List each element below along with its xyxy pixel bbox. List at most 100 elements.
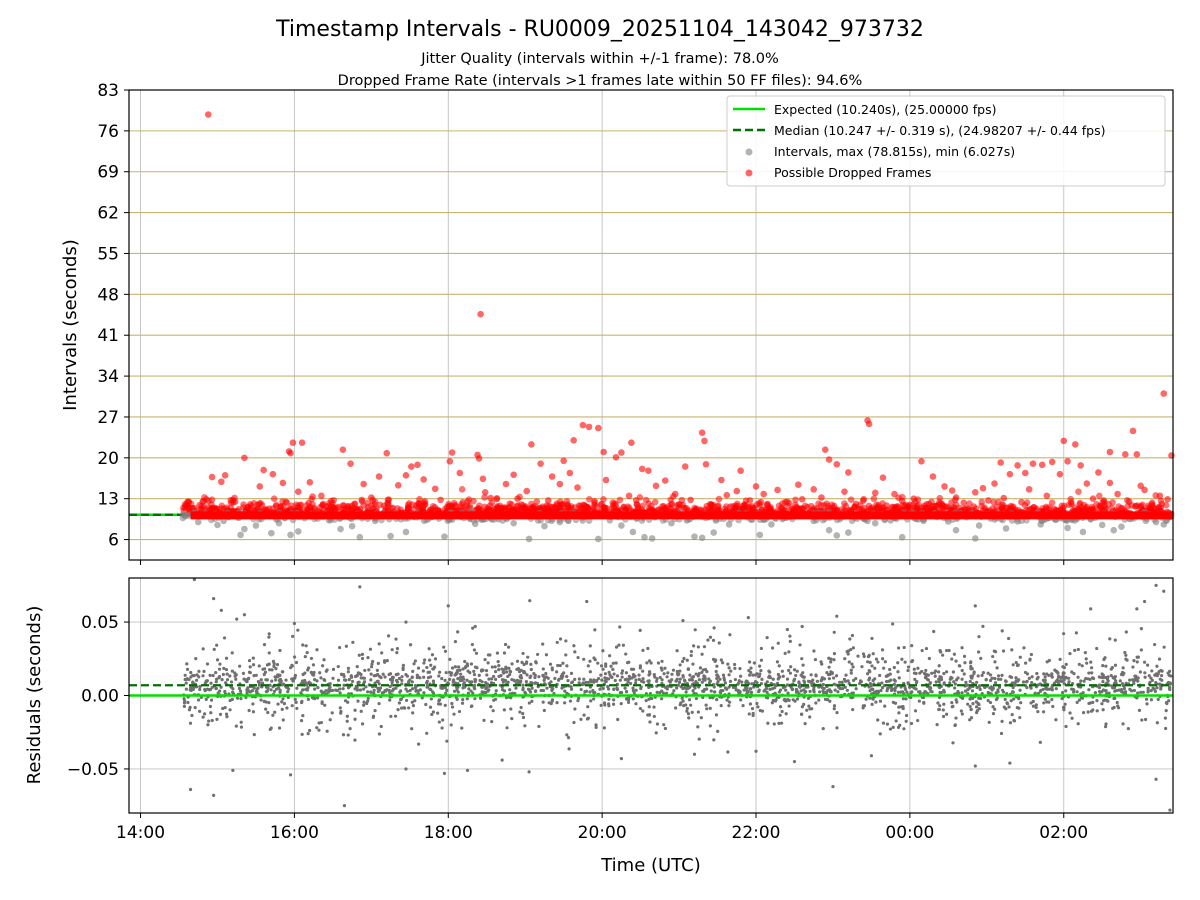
residuals-y-tick-label: 0.05: [81, 613, 119, 633]
residual-point: [655, 690, 659, 694]
residual-point: [469, 662, 474, 666]
residual-point: [491, 709, 495, 713]
residual-point: [463, 659, 467, 664]
residual-point: [323, 678, 327, 683]
residual-point: [604, 664, 608, 668]
dropped-frame-point: [201, 494, 208, 501]
residual-point: [939, 675, 943, 679]
residual-point: [1154, 777, 1158, 781]
residual-point: [1157, 669, 1161, 674]
residual-point: [714, 669, 718, 674]
residual-point: [1164, 726, 1168, 731]
residual-point: [868, 660, 872, 664]
residual-point: [876, 690, 881, 694]
residual-point: [777, 664, 781, 668]
residual-point: [832, 658, 836, 662]
residual-point: [537, 724, 541, 729]
residual-point: [246, 677, 250, 681]
residual-point: [677, 680, 682, 684]
residual-point: [293, 676, 297, 680]
intervals-axes-frame: [128, 89, 1174, 561]
residual-point: [1093, 691, 1098, 695]
residual-point: [549, 702, 553, 706]
residual-point: [786, 691, 790, 695]
dropped-frame-point: [481, 488, 489, 496]
dropped-frame-point: [1122, 451, 1129, 458]
chart-subtitle-jitter: Jitter Quality (intervals within +/-1 fr…: [420, 51, 779, 67]
residual-point: [1163, 716, 1167, 720]
residual-point: [400, 678, 404, 683]
legend-expected-label: Expected (10.240s), (25.00000 fps): [774, 102, 996, 117]
residual-point: [738, 666, 742, 671]
residual-point: [1084, 676, 1088, 681]
residual-point: [420, 696, 424, 700]
residual-point: [759, 668, 763, 673]
residual-point: [745, 688, 749, 692]
residual-point: [966, 702, 970, 706]
residual-point: [624, 690, 629, 694]
residual-point: [291, 634, 295, 639]
residuals-y-tick-label: −0.05: [67, 760, 119, 780]
residual-point: [1043, 681, 1047, 685]
dropped-frame-point: [446, 458, 454, 465]
residual-point: [270, 668, 274, 672]
residual-point: [1090, 666, 1094, 670]
residual-point: [625, 661, 630, 665]
residual-point: [527, 770, 531, 774]
residual-point: [256, 686, 260, 690]
residual-point: [404, 698, 409, 703]
residual-point: [1043, 697, 1047, 701]
residual-point: [904, 713, 909, 718]
residual-point: [827, 688, 832, 692]
residual-point: [327, 690, 331, 694]
residual-point: [1001, 649, 1006, 653]
dropped-frame-point: [708, 501, 715, 509]
residual-point: [696, 674, 700, 678]
residual-point: [493, 670, 498, 674]
residual-point: [555, 640, 559, 645]
residual-point: [267, 632, 271, 636]
residual-point: [1068, 711, 1072, 715]
residual-point: [861, 652, 866, 656]
residual-point: [305, 651, 309, 655]
residual-point: [1003, 679, 1008, 683]
residual-point: [1167, 699, 1171, 703]
residual-point: [355, 673, 359, 678]
residual-point: [607, 704, 611, 708]
dropped-frame-point: [792, 496, 799, 504]
residual-point: [953, 723, 957, 727]
residual-point: [566, 736, 571, 740]
residual-point: [977, 635, 981, 639]
residual-point: [437, 698, 442, 702]
residual-point: [410, 727, 414, 731]
residual-point: [801, 671, 805, 675]
residual-point: [442, 645, 446, 649]
residual-point: [1135, 655, 1139, 659]
residual-point: [281, 697, 285, 701]
x-tick-label: 20:00: [578, 823, 627, 843]
dropped-frame-point: [752, 483, 760, 490]
residual-point: [716, 679, 720, 684]
residual-point: [309, 656, 314, 661]
residual-point: [453, 673, 457, 677]
intervals-y-tick-label: 41: [97, 326, 119, 346]
residual-point: [696, 725, 700, 729]
residual-point: [1167, 686, 1172, 690]
residual-point: [641, 648, 645, 652]
residual-point: [975, 709, 979, 713]
residual-point: [862, 704, 867, 708]
residual-point: [1038, 740, 1042, 744]
residual-point: [427, 670, 432, 674]
x-axis-label: Time (UTC): [600, 855, 701, 876]
interval-point: [641, 533, 648, 541]
residual-point: [851, 646, 855, 650]
residual-point: [417, 742, 421, 746]
dropped-frame-point: [943, 503, 950, 510]
residual-point: [260, 681, 265, 685]
residual-point: [719, 703, 723, 708]
residual-point: [443, 678, 447, 682]
residual-point: [405, 674, 409, 678]
residual-point: [752, 661, 756, 665]
residual-point: [1145, 663, 1150, 667]
residual-point: [819, 679, 823, 683]
